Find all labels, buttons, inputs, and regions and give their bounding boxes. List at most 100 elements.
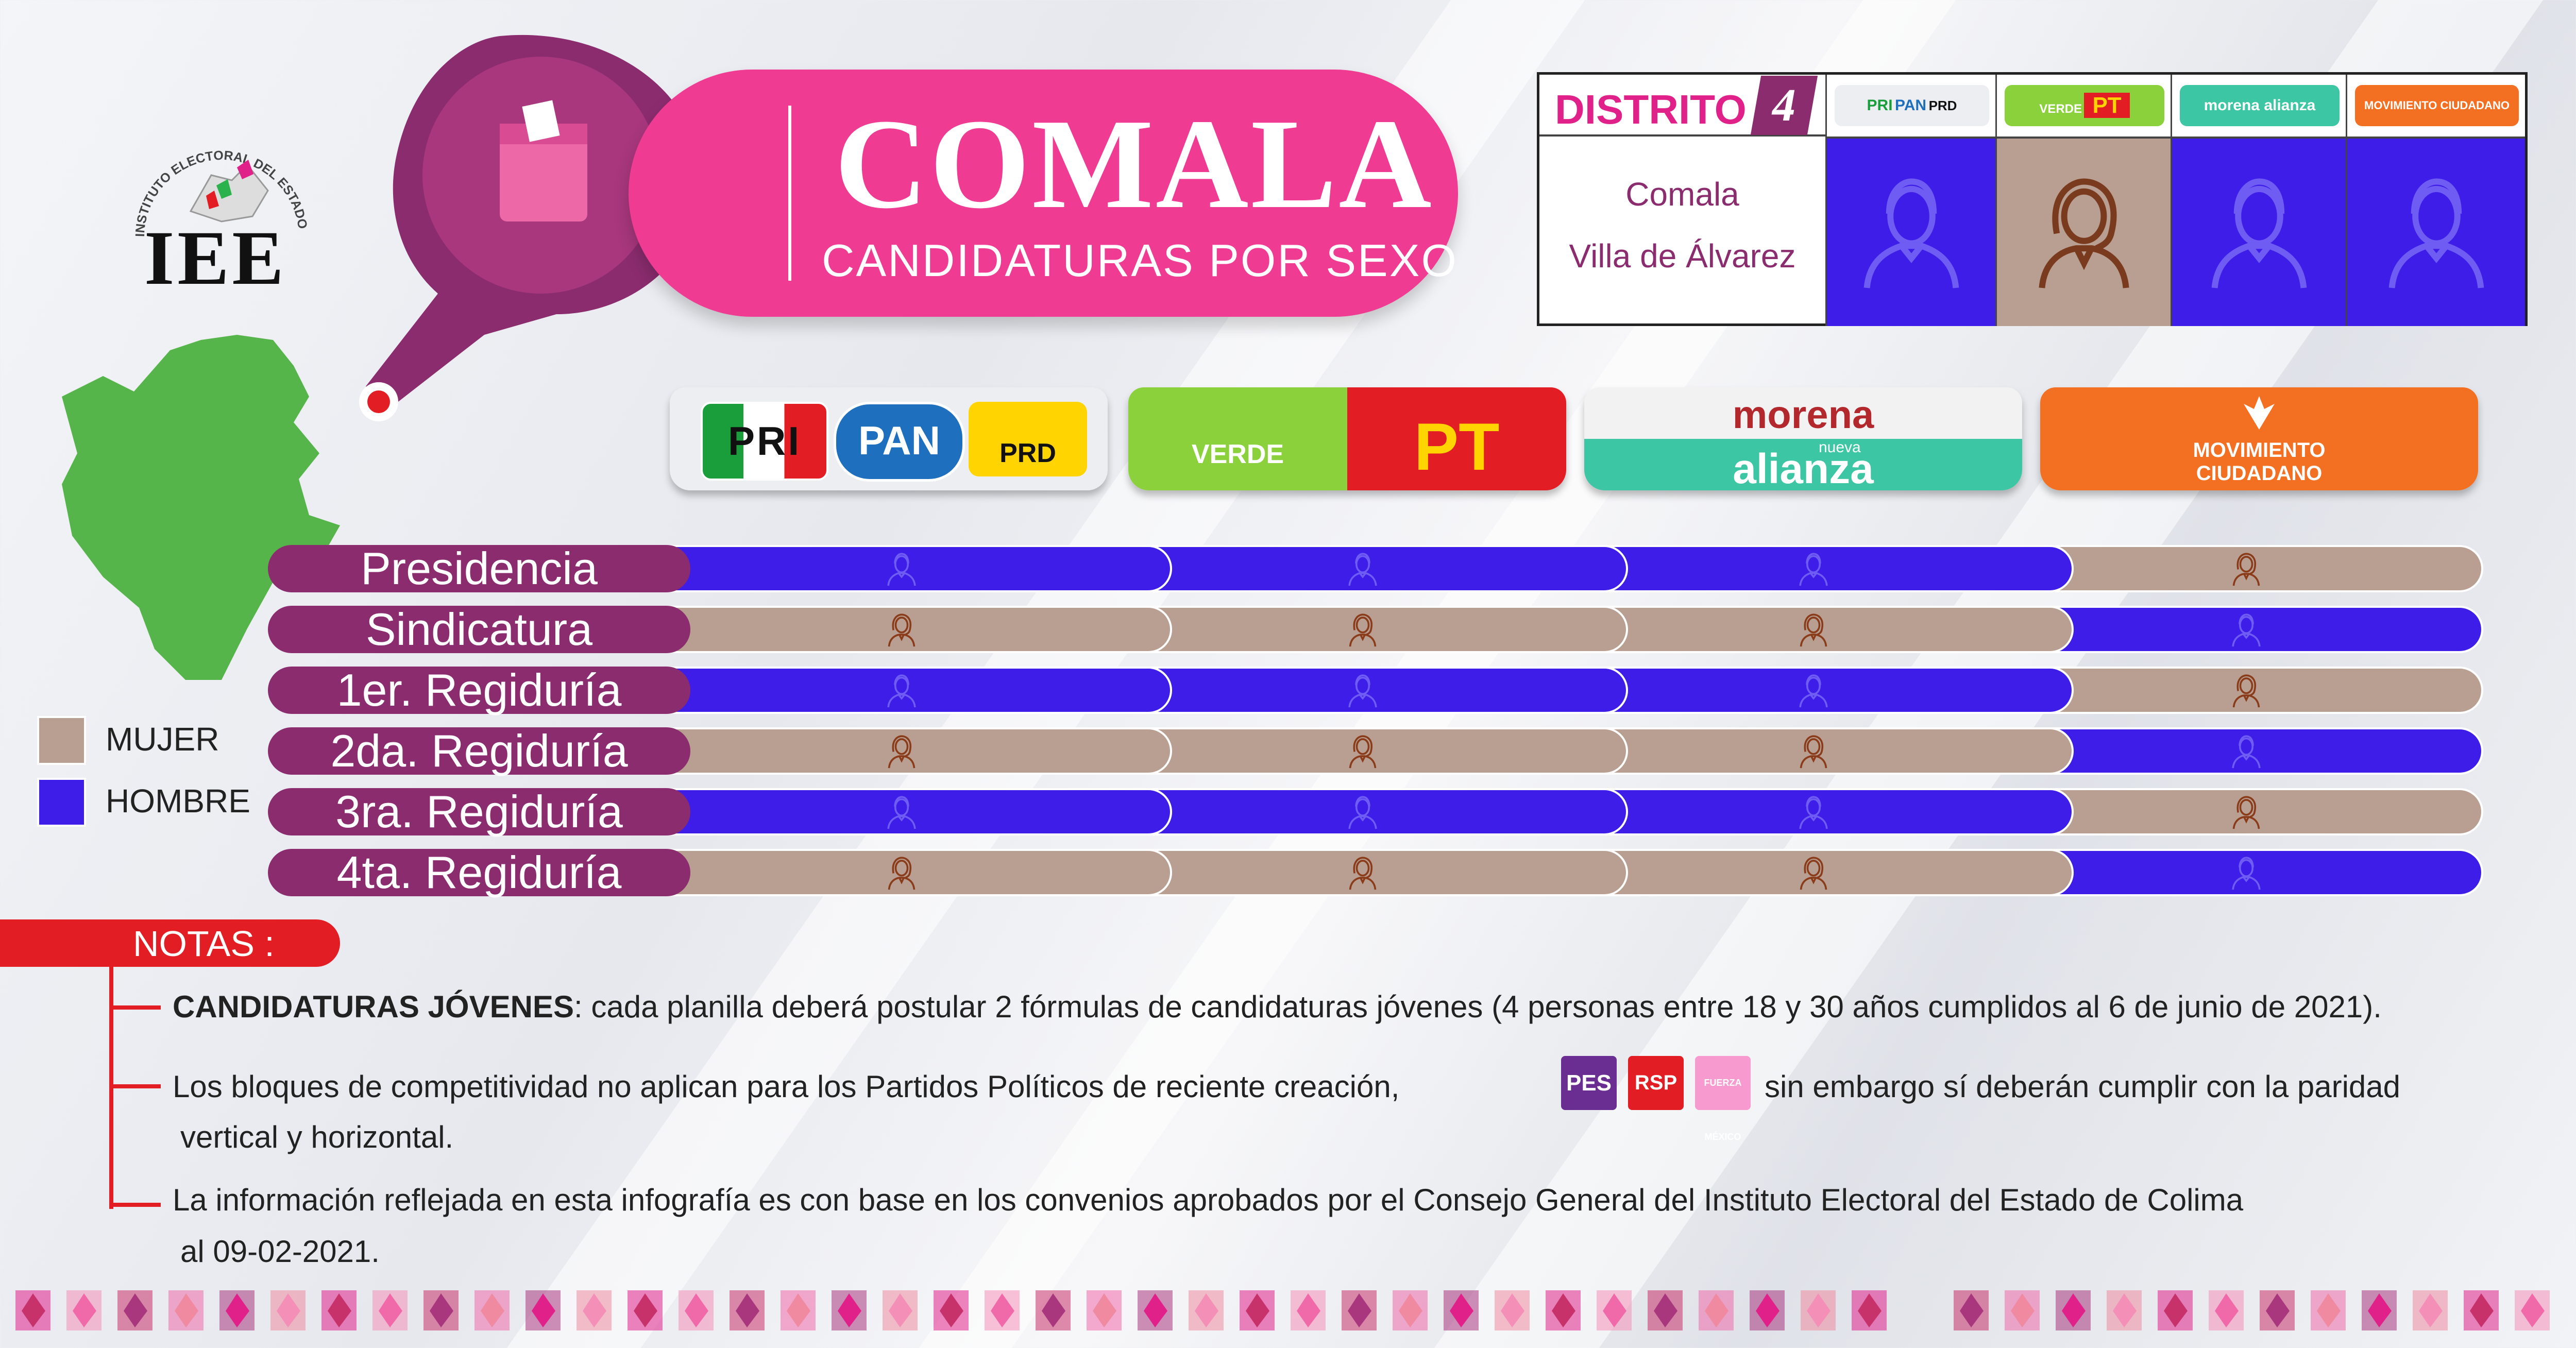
man-icon	[2197, 169, 2321, 296]
logo-alianza: alianza	[1733, 446, 1874, 490]
note-2a: Los bloques de competitividad no aplican…	[173, 1069, 1400, 1104]
logo-pri: PRI	[701, 402, 828, 481]
district-column-2: VERDE PT	[1995, 75, 2171, 326]
district-column-1: PRI PAN PRD	[1825, 75, 1995, 326]
page-subtitle: CANDIDATURAS POR SEXO	[822, 235, 1458, 286]
band-diamond	[423, 1290, 459, 1330]
band-diamond	[372, 1290, 408, 1330]
municipality: Comala	[1625, 176, 1739, 213]
band-diamond	[474, 1290, 510, 1330]
logo-pt: PT	[1414, 409, 1500, 484]
logo-movimiento: MOVIMIENTO	[2193, 439, 2326, 462]
district-party-logo: PRI PAN PRD	[1835, 85, 1989, 126]
title-separator	[788, 106, 791, 281]
position-label: Sindicatura	[268, 606, 690, 653]
band-diamond	[1087, 1290, 1122, 1330]
logo-text: IEE	[144, 215, 287, 301]
band-diamond	[1954, 1290, 1989, 1330]
municipality: Villa de Álvarez	[1569, 237, 1796, 275]
band-diamond	[1393, 1290, 1428, 1330]
fuerza-mexico-logo: FUERZA MÉXICO	[1695, 1056, 1751, 1142]
band-diamond	[2005, 1290, 2040, 1330]
band-diamond	[1648, 1290, 1683, 1330]
band-diamond	[1546, 1290, 1581, 1330]
candidate-cell	[2009, 727, 2483, 775]
notes-tab	[0, 919, 340, 967]
candidate-cell	[1553, 849, 2074, 896]
band-diamond	[2209, 1290, 2244, 1330]
candidate-cell	[1553, 606, 2074, 653]
band-diamond	[1036, 1290, 1071, 1330]
band-diamond	[883, 1290, 918, 1330]
district-candidate	[1997, 136, 2171, 326]
band-diamond	[270, 1290, 306, 1330]
band-diamond	[1189, 1290, 1224, 1330]
band-diamond	[2362, 1290, 2397, 1330]
logo-morena: morena	[1732, 393, 1874, 437]
logo-verde: VERDE	[1191, 439, 1284, 469]
band-diamond	[2515, 1290, 2550, 1330]
man-icon	[2375, 169, 2498, 296]
district-party-logo: MOVIMIENTO CIUDADANO	[2355, 85, 2519, 126]
note-1: CANDIDATURAS JÓVENES: cada planilla debe…	[173, 986, 2543, 1028]
district-label-cell: DISTRITO 4	[1539, 75, 1825, 136]
legend-hombre-label: HOMBRE	[106, 782, 250, 820]
district-column-4: MOVIMIENTO CIUDADANO	[2346, 75, 2525, 326]
band-diamond	[15, 1290, 50, 1330]
man-icon	[1850, 169, 1973, 296]
candidate-cell	[631, 545, 1172, 592]
pes-logo: PES	[1561, 1056, 1617, 1110]
candidate-cell	[1097, 788, 1628, 835]
district-party-logo: VERDE PT	[2005, 85, 2164, 126]
ballot-magnifier	[359, 35, 701, 421]
district-candidate	[1827, 136, 1995, 326]
colima-map	[62, 335, 340, 680]
position-label: 4ta. Regiduría	[268, 849, 690, 896]
band-diamond	[628, 1290, 663, 1330]
position-label: 1er. Regiduría	[268, 667, 690, 714]
logo-prd: PRD	[969, 402, 1087, 476]
note-2b: sin embargo sí deberán cumplir con la pa…	[1765, 1069, 2401, 1104]
band-diamond	[2158, 1290, 2193, 1330]
candidate-cell	[2009, 606, 2483, 653]
district-box: DISTRITO 4 Comala Villa de Álvarez PRI P…	[1537, 72, 2528, 326]
band-diamond	[2413, 1290, 2448, 1330]
band-diamond	[1597, 1290, 1632, 1330]
band-diamond	[2311, 1290, 2346, 1330]
iee-logo: INSTITUTO ELECTORAL DEL ESTADO DE COLIMA…	[108, 107, 330, 304]
band-diamond	[2056, 1290, 2091, 1330]
position-label: Presidencia	[268, 545, 690, 592]
rsp-logo: RSP	[1628, 1056, 1684, 1110]
band-diamond	[1495, 1290, 1530, 1330]
candidate-cell	[2009, 788, 2483, 835]
candidate-cell	[1097, 667, 1628, 714]
logo-ciudadano: CIUDADANO	[2196, 462, 2323, 485]
candidate-cell	[1097, 606, 1628, 653]
district-municipalities: Comala Villa de Álvarez	[1539, 136, 1825, 326]
band-diamond	[781, 1290, 816, 1330]
district-column-3: morena alianza	[2171, 75, 2346, 326]
band-diamond	[985, 1290, 1020, 1330]
band-diamond	[2260, 1290, 2295, 1330]
candidate-cell	[631, 606, 1172, 653]
candidate-cell	[1097, 727, 1628, 775]
note-2c: vertical y horizontal.	[180, 1120, 454, 1154]
band-diamond	[1750, 1290, 1785, 1330]
note-3b: al 09-02-2021.	[180, 1234, 380, 1269]
party-header-1: PRI PAN PRD	[670, 387, 1108, 490]
band-diamond	[526, 1290, 561, 1330]
band-diamond	[832, 1290, 867, 1330]
band-diamond	[1342, 1290, 1377, 1330]
band-diamond	[1444, 1290, 1479, 1330]
district-label: DISTRITO	[1555, 87, 1747, 132]
candidate-cell	[2009, 849, 2483, 896]
band-diamond	[66, 1290, 101, 1330]
eagle-icon	[2233, 394, 2285, 432]
page-title: COMALA	[835, 93, 1434, 235]
candidate-cell	[2009, 667, 2483, 714]
district-candidate	[2172, 136, 2346, 326]
note-3a: La información reflejada en esta infogra…	[173, 1183, 2244, 1217]
band-diamond	[730, 1290, 765, 1330]
party-header-4: MOVIMIENTO CIUDADANO	[2040, 387, 2478, 490]
band-diamond	[1699, 1290, 1734, 1330]
